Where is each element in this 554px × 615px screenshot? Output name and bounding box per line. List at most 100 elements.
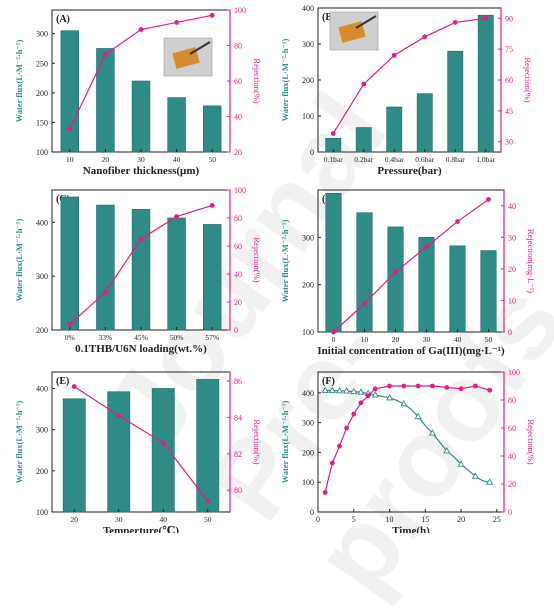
x-tick-label: 10 <box>386 515 394 524</box>
x-tick-label: 5 <box>352 515 356 524</box>
rejection-point <box>205 498 211 504</box>
bar <box>96 204 115 331</box>
right-tick-label: 40 <box>234 270 242 279</box>
rejection-line <box>332 17 486 134</box>
x-tick-label: 10 <box>66 155 74 164</box>
right-tick-label: 86 <box>234 377 242 386</box>
x-tick-label: 20 <box>457 515 465 524</box>
left-tick-label: 100 <box>302 478 314 487</box>
right-tick-label: 30 <box>505 138 513 147</box>
right-axis-title: Rejection(%) <box>526 419 536 464</box>
bar <box>62 398 86 513</box>
flux-point <box>350 387 358 395</box>
right-tick-label: 0 <box>508 508 512 517</box>
rejection-point <box>458 386 464 392</box>
flux-point <box>335 386 344 394</box>
left-axis-title: Water flux(L·M⁻²·h⁻¹) <box>280 39 290 122</box>
right-axis-ticks: 80 82 84 86 <box>227 377 242 495</box>
panel-label: (A) <box>56 14 70 25</box>
bar <box>477 14 494 153</box>
bar-series: 0.1bar 0.2bar 0.4bar 0.6bar 0.8bar 1.0bar <box>324 14 496 164</box>
left-tick-label: 200 <box>302 76 314 85</box>
rejection-point <box>138 236 144 242</box>
bar <box>60 30 80 153</box>
x-tick-label: 0.4bar <box>385 155 404 164</box>
flux-point <box>414 412 422 420</box>
x-tick-label: 20 <box>102 155 110 164</box>
x-axis-title: Pressure(bar) <box>377 165 442 177</box>
rejection-point <box>415 383 421 389</box>
inset-photo <box>329 11 379 51</box>
chart-panel-c: 200 300 400 0 20 40 60 80 100 Water flux(L·M⁻²·h⁻… <box>14 186 262 355</box>
x-tick-label: 50 <box>485 335 493 344</box>
right-tick-label: 75 <box>505 45 513 54</box>
bar-series: 10 20 30 40 50 <box>60 30 222 164</box>
left-axis-title: Water flux(L·M⁻²·h⁻¹) <box>280 220 290 303</box>
rejection-point <box>391 52 397 58</box>
rejection-point <box>472 383 478 389</box>
right-tick-label: 40 <box>508 452 516 461</box>
panel-label: (F) <box>322 376 335 387</box>
right-axis-ticks: 30 45 60 75 90 <box>498 14 513 147</box>
x-tick-label: 0.2bar <box>354 155 373 164</box>
bar <box>355 127 372 153</box>
right-tick-label: 84 <box>234 413 242 422</box>
left-tick-label: 0 <box>310 508 314 517</box>
x-tick-label: 25 <box>493 515 501 524</box>
right-axis-title: Rejection(%) <box>523 57 533 102</box>
left-tick-label: 400 <box>302 389 314 398</box>
left-tick-label: 150 <box>36 118 48 127</box>
x-tick-label: 0.1bar <box>324 155 343 164</box>
bar <box>131 80 151 153</box>
right-tick-label: 80 <box>508 396 516 405</box>
left-tick-label: 400 <box>36 384 48 393</box>
right-axis-title: Rejection(%) <box>252 419 262 464</box>
x-tick-label: 0 <box>316 515 320 524</box>
x-axis-title: 0.1THB/U6N loading(wt.%) <box>75 343 207 355</box>
rejection-points <box>71 384 211 504</box>
rejection-points <box>331 197 491 335</box>
rejection-point <box>322 490 328 495</box>
rejection-point <box>331 329 336 335</box>
rejection-point <box>365 393 371 399</box>
left-tick-label: 300 <box>36 426 48 435</box>
left-axis-ticks: 0 100 200 300 400 <box>302 389 321 517</box>
bar <box>107 391 131 513</box>
plot-frame <box>317 189 505 333</box>
left-tick-label: 300 <box>36 30 48 39</box>
x-tick-label: 50 <box>204 515 212 524</box>
x-tick-label: 10 <box>361 335 369 344</box>
flux-point <box>428 429 437 436</box>
bar <box>386 106 403 153</box>
rejection-point <box>486 197 491 202</box>
chart-panel-b: 0 100 200 300 400 30 45 60 75 90 Water flux(L·M⁻²·… <box>280 4 533 177</box>
rejection-points <box>330 15 489 136</box>
left-axis-ticks: 100 200 300 400 <box>36 384 55 517</box>
rejection-line <box>73 386 209 502</box>
left-axis-ticks: 100 200 300 <box>302 233 321 337</box>
left-axis-title: Water flux(L·M⁻²·h⁻¹) <box>280 401 290 484</box>
x-tick-label: 40 <box>454 335 462 344</box>
rejection-point <box>337 443 342 449</box>
left-tick-label: 200 <box>302 448 314 457</box>
rejection-point <box>174 214 180 220</box>
x-tick-label: 0% <box>65 333 75 342</box>
x-tick-label: 0.8bar <box>446 155 465 164</box>
tweezers <box>355 15 377 29</box>
bar <box>167 217 186 331</box>
bar-series: 20 30 40 50 <box>62 379 220 524</box>
rejection-point <box>444 385 450 390</box>
x-tick-label: 15 <box>421 515 429 524</box>
bar <box>325 193 342 333</box>
right-tick-label: 45 <box>505 107 513 116</box>
panel-label: (E) <box>56 376 69 387</box>
right-tick-label: 100 <box>234 6 246 15</box>
rejection-point <box>483 15 489 21</box>
left-axis-ticks: 200 300 400 <box>36 218 55 335</box>
left-axis-title: Water flux(L·M⁻²·h⁻¹) <box>14 40 24 123</box>
bar <box>60 196 80 331</box>
left-tick-label: 100 <box>36 148 48 157</box>
rejection-point <box>455 219 460 224</box>
x-tick-label: 20 <box>71 515 79 524</box>
rejection-point <box>372 386 378 392</box>
